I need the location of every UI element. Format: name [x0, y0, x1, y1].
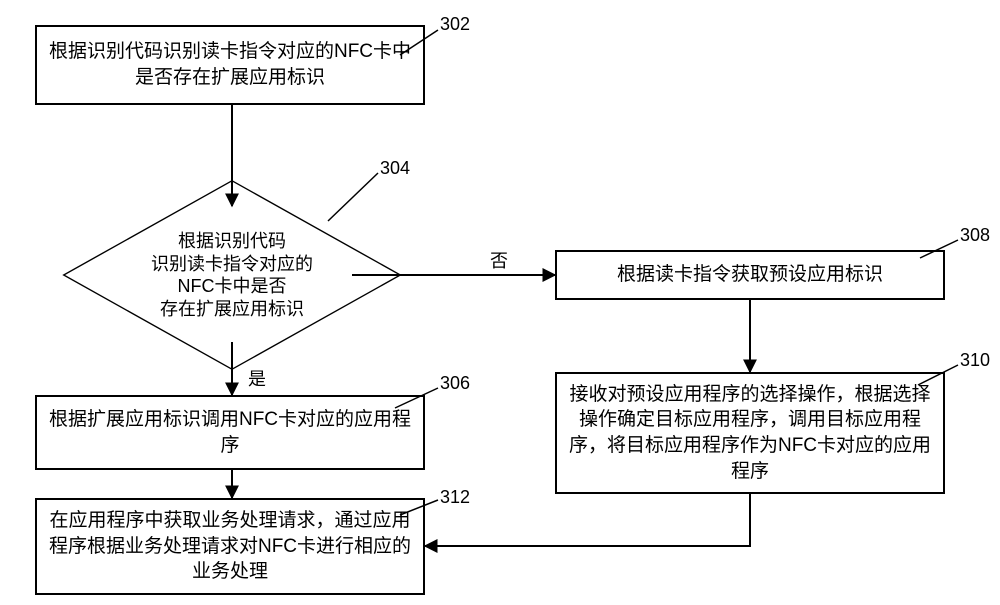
edge-no-label: 否	[490, 247, 508, 273]
node-302: 根据识别代码识别读卡指令对应的NFC卡中是否存在扩展应用标识	[35, 25, 425, 105]
node-302-text: 根据识别代码识别读卡指令对应的NFC卡中是否存在扩展应用标识	[47, 39, 413, 90]
node-310: 接收对预设应用程序的选择操作，根据选择操作确定目标应用程序，调用目标应用程序，将…	[555, 372, 945, 494]
label-310: 310	[960, 350, 990, 371]
label-308: 308	[960, 225, 990, 246]
node-308: 根据读卡指令获取预设应用标识	[555, 250, 945, 300]
flowchart-canvas: 根据识别代码识别读卡指令对应的NFC卡中是否存在扩展应用标识 302 根据识别代…	[0, 0, 1000, 605]
node-308-text: 根据读卡指令获取预设应用标识	[617, 262, 883, 288]
node-310-text: 接收对预设应用程序的选择操作，根据选择操作确定目标应用程序，调用目标应用程序，将…	[567, 382, 933, 485]
node-306-text: 根据扩展应用标识调用NFC卡对应的应用程序	[47, 407, 413, 458]
node-312-text: 在应用程序中获取业务处理请求，通过应用程序根据业务处理请求对NFC卡进行相应的业…	[47, 508, 413, 585]
edge-yes-label: 是	[248, 365, 266, 391]
node-312: 在应用程序中获取业务处理请求，通过应用程序根据业务处理请求对NFC卡进行相应的业…	[35, 498, 425, 595]
label-306: 306	[440, 373, 470, 394]
label-302: 302	[440, 14, 470, 35]
label-312: 312	[440, 487, 470, 508]
node-306: 根据扩展应用标识调用NFC卡对应的应用程序	[35, 395, 425, 470]
node-304: 根据识别代码识别读卡指令对应的NFC卡中是否存在扩展应用标识	[112, 155, 352, 395]
node-304-text: 根据识别代码识别读卡指令对应的NFC卡中是否存在扩展应用标识	[142, 230, 322, 320]
label-304: 304	[380, 158, 410, 179]
